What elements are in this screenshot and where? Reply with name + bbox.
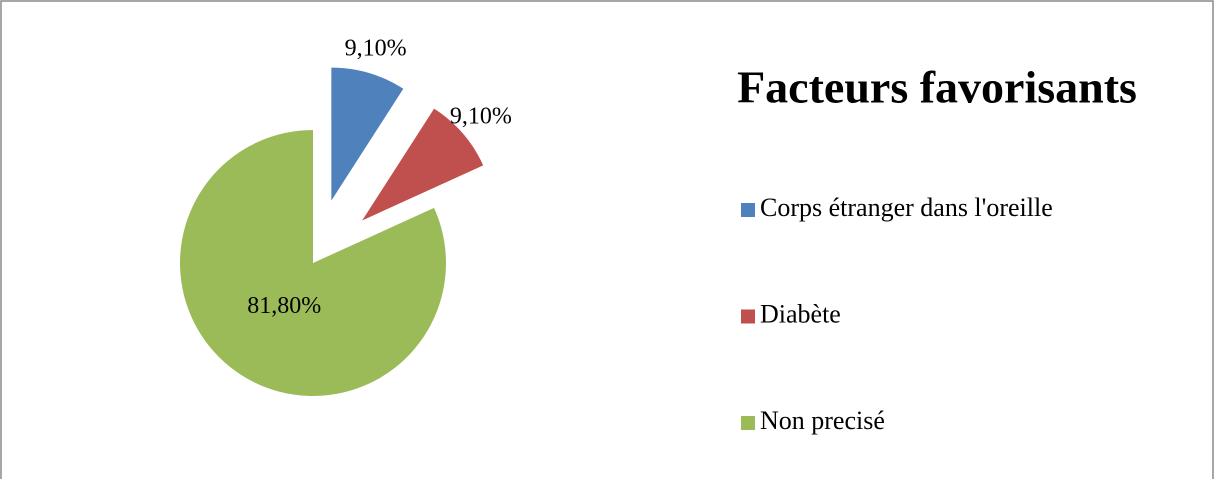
data-label: 81,80%	[247, 293, 321, 319]
data-label: 9,10%	[450, 103, 512, 129]
data-label: 9,10%	[345, 36, 407, 62]
legend-label: Diabète	[760, 299, 841, 328]
legend-label: Non precisé	[760, 406, 885, 435]
pie-slice	[362, 108, 484, 221]
legend-swatch	[741, 309, 755, 324]
chart-title: Facteurs favorisants	[737, 62, 1137, 113]
legend-label: Corps étranger dans l'oreille	[760, 193, 1053, 222]
pie-slice	[331, 67, 404, 201]
legend-swatch	[741, 416, 755, 430]
pie-slice	[179, 130, 446, 397]
legend-swatch	[741, 203, 755, 217]
